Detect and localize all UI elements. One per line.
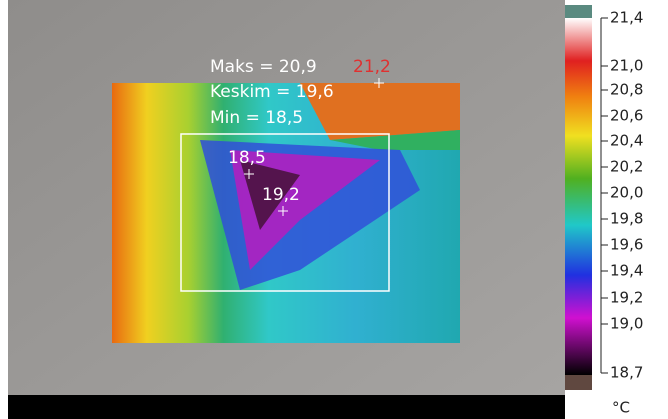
color-scale (565, 18, 592, 375)
scale-labels: 21,4 21,0 20,8 20,6 20,4 20,2 20,0 19,8 19,6 19,4… (601, 9, 643, 382)
scale-label: 20,0 (610, 184, 643, 202)
spot-label: 19,2 (262, 185, 300, 205)
scale-top (565, 5, 592, 18)
max-label: Maks = 20,9 (210, 57, 317, 77)
scale-label: 19,2 (610, 289, 643, 307)
scale-label: 20,2 (610, 158, 643, 176)
scale-label: 20,4 (610, 132, 643, 150)
scale-label: 18,7 (610, 364, 643, 382)
spot-label: 18,5 (228, 148, 266, 168)
scale-label: 20,8 (610, 81, 643, 99)
thermal-view: Maks = 20,9 21,2 Keskim = 19,6 Min = 18,… (0, 0, 668, 419)
scale-label: 21,0 (610, 57, 643, 75)
scale-label: 20,6 (610, 107, 643, 125)
scale-label: 19,0 (610, 315, 643, 333)
bottom-bar (8, 395, 565, 419)
scale-bottom (565, 375, 592, 390)
scale-label: 19,4 (610, 262, 643, 280)
max-spot: 21,2 (353, 57, 391, 77)
scale-label: 19,8 (610, 210, 643, 228)
avg-label: Keskim = 19,6 (210, 82, 334, 102)
min-label: Min = 18,5 (210, 108, 303, 128)
scale-label: 19,6 (610, 236, 643, 254)
scale-label: 21,4 (610, 9, 643, 27)
unit: °C (612, 399, 630, 417)
